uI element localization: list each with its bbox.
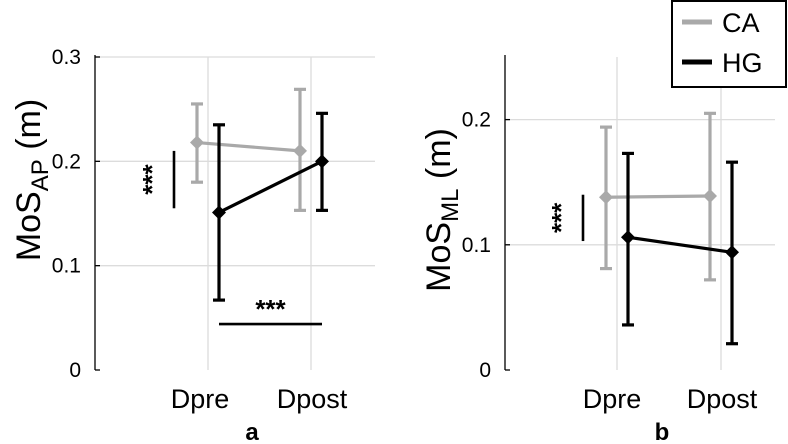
y-tick-label: 0.2 — [462, 109, 491, 132]
y-tick-label: 0.1 — [462, 234, 491, 257]
y-tick-label: 0.3 — [52, 46, 81, 69]
series-line-CA — [605, 194, 711, 199]
data-point-CA — [703, 188, 717, 203]
x-tick-label: Dpost — [687, 384, 758, 414]
series-line-CA — [196, 140, 301, 153]
data-point-HG — [725, 245, 739, 260]
y-axis-label: MoSML (m) — [420, 128, 464, 292]
y-axis-label-main: MoS — [10, 191, 48, 261]
data-point-CA — [293, 143, 307, 158]
legend: CA HG — [671, 0, 787, 88]
data-point-HG — [315, 154, 329, 169]
significance-label: *** — [255, 294, 286, 324]
data-point-CA — [190, 135, 204, 150]
y-axis-label-unit: (m) — [10, 99, 48, 159]
legend-label: CA — [722, 8, 760, 38]
x-tick-label: Dpre — [583, 384, 642, 414]
y-tick-label: 0 — [479, 359, 491, 382]
x-tick-label: Dpost — [277, 384, 348, 414]
y-tick-label: 0.2 — [52, 150, 81, 173]
significance-label: *** — [546, 202, 576, 233]
y-axis-label-subscript: ML — [437, 189, 464, 222]
x-tick-label: Dpre — [171, 384, 230, 414]
series-line-HG — [218, 159, 323, 214]
significance-label: *** — [137, 164, 167, 195]
y-axis-label-main: MoS — [420, 222, 458, 292]
data-point-CA — [599, 190, 613, 205]
y-axis-label: MoSAP (m) — [10, 99, 54, 261]
panel-label: b — [655, 419, 670, 444]
data-point-HG — [212, 205, 226, 220]
y-axis-label-subscript: AP — [27, 159, 54, 191]
y-tick-label: 0 — [69, 359, 81, 382]
legend-box — [671, 0, 787, 88]
y-tick-label: 0.1 — [52, 255, 81, 278]
panel-label: a — [245, 419, 259, 444]
legend-label: HG — [722, 48, 763, 78]
y-axis-label-unit: (m) — [420, 128, 458, 188]
series-line-HG — [627, 235, 733, 254]
data-point-HG — [621, 230, 635, 245]
